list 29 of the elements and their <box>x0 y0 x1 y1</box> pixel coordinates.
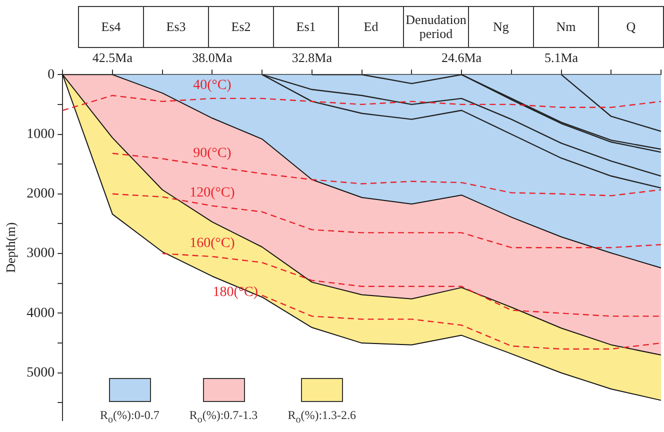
text: Es3 <box>144 7 209 47</box>
series-label: 90(°C) <box>193 146 232 162</box>
y-tick-label: 1000 <box>26 126 55 142</box>
text: Es1 <box>274 7 339 47</box>
x-tick-label: 5.1Ma <box>544 50 578 66</box>
text: Es4 <box>79 7 144 47</box>
x-tick-label: 24.6Ma <box>441 50 482 66</box>
y-tick-label: 5000 <box>26 366 55 381</box>
x-tick-label: 42.5Ma <box>92 50 133 66</box>
y-tick-label: 4000 <box>26 306 55 321</box>
y-tick-label: 3000 <box>26 246 55 262</box>
text: Q <box>599 7 664 47</box>
legend-label: R$_{o}$(%):0.7-1.3 <box>189 408 258 426</box>
x-tick-label: 32.8Ma <box>292 50 332 66</box>
y-tick-label: 2000 <box>26 186 55 202</box>
series-label: 120(°C) <box>190 186 236 201</box>
y-axis-title: Depth(m) <box>3 222 18 273</box>
legend-label: R$_{o}$(%):1.3-2.6 <box>288 408 356 426</box>
series-label: 40(°C) <box>193 78 232 94</box>
x-tick-label: 38.0Ma <box>192 50 232 66</box>
text: Es2 <box>209 7 274 47</box>
legend-label: R$_{o}$(%):0-0.7 <box>100 408 160 426</box>
series-label: 180(°C) <box>212 284 258 300</box>
text: Denudation period <box>404 7 469 47</box>
text: Nm <box>534 7 599 47</box>
series-label: 160(°C) <box>190 236 236 252</box>
y-tick-label: 0 <box>48 67 55 82</box>
text: Ed <box>339 7 404 47</box>
text: Ng <box>469 7 534 47</box>
